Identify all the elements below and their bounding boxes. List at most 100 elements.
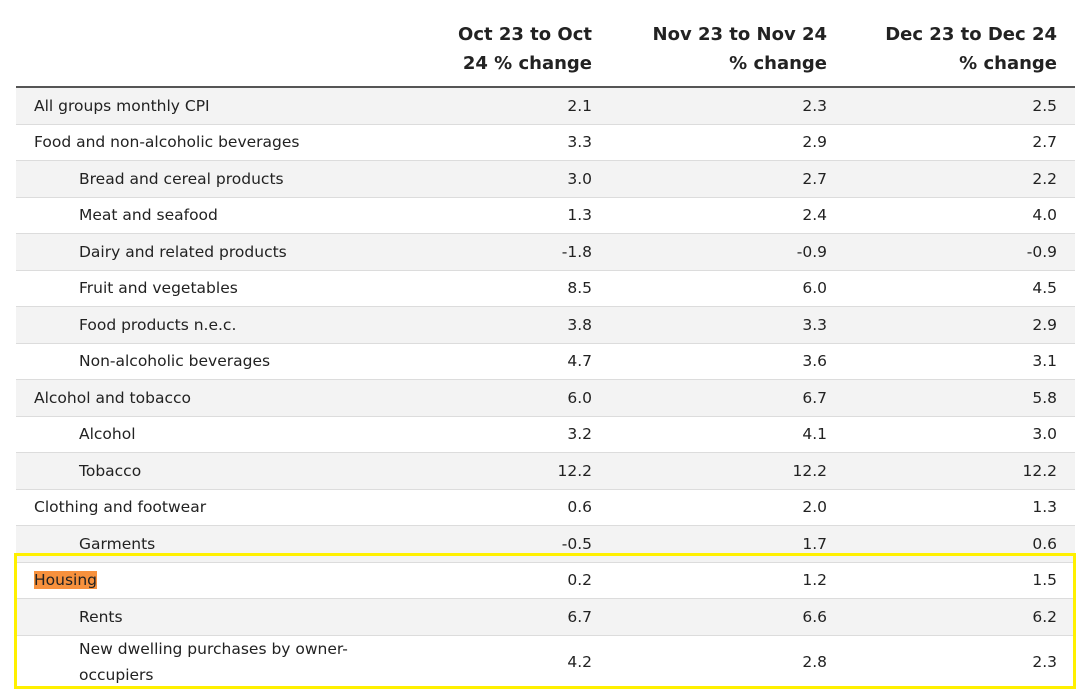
- sub-row: Food products n.e.c. 3.8 3.3 2.9: [16, 306, 1075, 344]
- value-cell: 0.6: [401, 489, 610, 526]
- row-label-cell: Rents: [16, 598, 401, 636]
- sub-row: Garments -0.5 1.7 0.6: [16, 525, 1075, 563]
- group-row: All groups monthly CPI 2.1 2.3 2.5: [16, 87, 1075, 125]
- sub-row: Bread and cereal products 3.0 2.7 2.2: [16, 160, 1075, 198]
- column-header: Oct 23 to Oct 24 % change: [401, 0, 610, 88]
- column-header: Nov 23 to Nov 24 % change: [610, 0, 845, 88]
- value-cell: 2.1: [401, 87, 610, 125]
- value-cell: 1.3: [401, 197, 610, 234]
- value-cell: 2.3: [610, 87, 845, 125]
- table-body: All groups monthly CPI 2.1 2.3 2.5 Food and …: [16, 87, 1075, 689]
- row-label-cell: Dairy and related products: [16, 233, 401, 271]
- value-cell: 2.2: [845, 160, 1075, 198]
- row-label-cell: Alcohol: [16, 416, 401, 453]
- row-label-cell: Food products n.e.c.: [16, 306, 401, 344]
- row-label: Food and non-alcoholic beverages: [34, 133, 300, 152]
- row-label-cell: New dwelling purchases by owner-occupier…: [16, 635, 401, 689]
- value-cell: 3.8: [401, 306, 610, 344]
- value-cell: 4.1: [610, 416, 845, 453]
- sub-row: Rents 6.7 6.6 6.2: [16, 598, 1075, 636]
- value-cell: 6.2: [845, 598, 1075, 636]
- value-cell: 3.6: [610, 343, 845, 380]
- row-label: Rents: [79, 607, 123, 626]
- row-label: Clothing and footwear: [34, 498, 207, 517]
- row-label: Bread and cereal products: [79, 169, 284, 188]
- row-label-cell: Tobacco: [16, 452, 401, 490]
- value-cell: 4.7: [401, 343, 610, 380]
- value-cell: 12.2: [845, 452, 1075, 490]
- group-row: Housing 0.2 1.2 1.5: [16, 562, 1075, 599]
- value-cell: 6.0: [610, 270, 845, 307]
- row-label-cell: Meat and seafood: [16, 197, 401, 234]
- value-cell: 3.3: [401, 124, 610, 161]
- value-cell: 6.0: [401, 379, 610, 417]
- row-label: Garments: [79, 534, 156, 553]
- sub-row: Fruit and vegetables 8.5 6.0 4.5: [16, 270, 1075, 307]
- corner-cell: [16, 0, 401, 88]
- value-cell: 2.9: [610, 124, 845, 161]
- value-cell: 6.7: [610, 379, 845, 417]
- value-cell: 3.2: [401, 416, 610, 453]
- header-row: Oct 23 to Oct 24 % change Nov 23 to Nov …: [16, 0, 1075, 88]
- value-cell: 0.2: [401, 562, 610, 599]
- group-row: Alcohol and tobacco 6.0 6.7 5.8: [16, 379, 1075, 417]
- value-cell: 4.0: [845, 197, 1075, 234]
- value-cell: 3.1: [845, 343, 1075, 380]
- table-head: Oct 23 to Oct 24 % change Nov 23 to Nov …: [16, 0, 1075, 88]
- value-cell: 2.3: [845, 635, 1075, 689]
- sub-row: Non-alcoholic beverages 4.7 3.6 3.1: [16, 343, 1075, 380]
- group-row: Food and non-alcoholic beverages 3.3 2.9 2.…: [16, 124, 1075, 161]
- value-cell: 1.5: [845, 562, 1075, 599]
- row-label-cell: Food and non-alcoholic beverages: [16, 124, 401, 161]
- value-cell: 12.2: [401, 452, 610, 490]
- column-header: Dec 23 to Dec 24 % change: [845, 0, 1075, 88]
- row-label: Fruit and vegetables: [79, 279, 238, 298]
- value-cell: -0.9: [610, 233, 845, 271]
- value-cell: 4.5: [845, 270, 1075, 307]
- row-label: Meat and seafood: [79, 206, 218, 225]
- sub-row: Dairy and related products -1.8 -0.9 -0.9: [16, 233, 1075, 271]
- row-label: New dwelling purchases by owner-occupier…: [79, 639, 348, 684]
- value-cell: 3.0: [401, 160, 610, 198]
- row-label: Alcohol: [79, 425, 136, 444]
- row-label-cell: Clothing and footwear: [16, 489, 401, 526]
- row-label-cell: Housing: [16, 562, 401, 599]
- row-label: All groups monthly CPI: [34, 96, 210, 115]
- value-cell: 6.7: [401, 598, 610, 636]
- value-cell: 2.8: [610, 635, 845, 689]
- row-label: Alcohol and tobacco: [34, 388, 191, 407]
- sub-row: Alcohol 3.2 4.1 3.0: [16, 416, 1075, 453]
- value-cell: -0.5: [401, 525, 610, 563]
- value-cell: 2.7: [610, 160, 845, 198]
- value-cell: 2.9: [845, 306, 1075, 344]
- row-label: Dairy and related products: [79, 242, 287, 261]
- value-cell: 0.6: [845, 525, 1075, 563]
- value-cell: 1.2: [610, 562, 845, 599]
- row-label-cell: Alcohol and tobacco: [16, 379, 401, 417]
- value-cell: 1.7: [610, 525, 845, 563]
- value-cell: 3.3: [610, 306, 845, 344]
- value-cell: 4.2: [401, 635, 610, 689]
- value-cell: -1.8: [401, 233, 610, 271]
- value-cell: 2.0: [610, 489, 845, 526]
- row-label: Food products n.e.c.: [79, 315, 237, 334]
- row-label: Non-alcoholic beverages: [79, 352, 271, 371]
- row-label-cell: Garments: [16, 525, 401, 563]
- row-label: Tobacco: [79, 461, 142, 480]
- sub-row: Tobacco 12.2 12.2 12.2: [16, 452, 1075, 490]
- value-cell: 12.2: [610, 452, 845, 490]
- value-cell: 2.5: [845, 87, 1075, 125]
- row-label-cell: Bread and cereal products: [16, 160, 401, 198]
- value-cell: 1.3: [845, 489, 1075, 526]
- value-cell: 2.4: [610, 197, 845, 234]
- group-row: Clothing and footwear 0.6 2.0 1.3: [16, 489, 1075, 526]
- value-cell: 2.7: [845, 124, 1075, 161]
- value-cell: 5.8: [845, 379, 1075, 417]
- sub-row: Meat and seafood 1.3 2.4 4.0: [16, 197, 1075, 234]
- value-cell: -0.9: [845, 233, 1075, 271]
- cpi-table: Oct 23 to Oct 24 % change Nov 23 to Nov …: [16, 0, 1075, 689]
- row-label-cell: Fruit and vegetables: [16, 270, 401, 307]
- value-cell: 3.0: [845, 416, 1075, 453]
- value-cell: 8.5: [401, 270, 610, 307]
